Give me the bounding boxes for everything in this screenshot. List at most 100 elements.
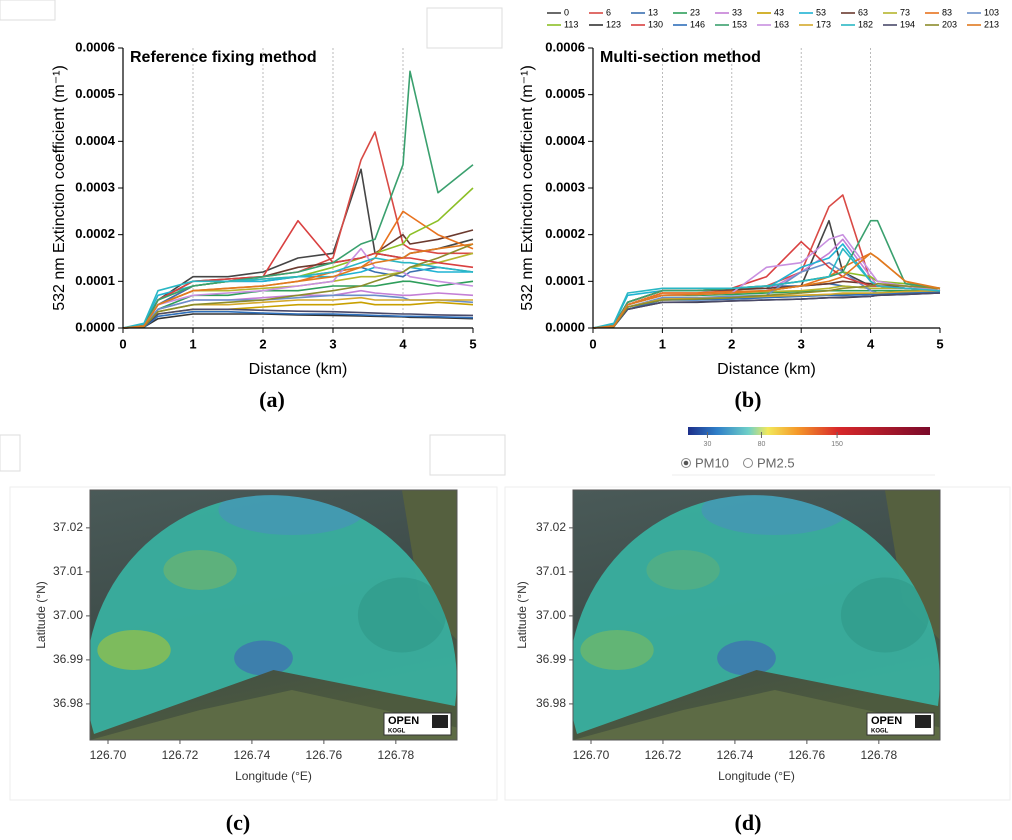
series-line	[592, 219, 941, 329]
series-line	[122, 70, 474, 329]
y-axis-label: Latitude (°N)	[34, 581, 48, 649]
x-tick-label: 126.74	[717, 748, 754, 762]
logo-icon	[432, 715, 448, 728]
y-tick-label: 37.01	[53, 564, 83, 578]
legend-label: 83	[942, 7, 952, 17]
x-tick-label: 1	[189, 336, 196, 351]
legend-label: 33	[732, 7, 742, 17]
x-tick-label: 2	[728, 336, 735, 351]
logo: OPEN	[871, 715, 902, 727]
y-axis-label: 532 nm Extinction coefficient (m⁻¹)	[519, 65, 536, 311]
legend-label: 163	[774, 19, 789, 29]
series-line	[592, 247, 941, 329]
legend-label: 173	[816, 19, 831, 29]
frame-artifact	[0, 434, 21, 472]
x-tick-label: 3	[329, 336, 336, 351]
field-blob	[840, 577, 929, 653]
y-tick-label: 0.0003	[545, 179, 585, 194]
y-tick-label: 0.0000	[75, 319, 115, 334]
x-tick-label: 126.72	[162, 748, 199, 762]
series-line	[122, 289, 474, 329]
x-tick-label: 126.72	[645, 748, 682, 762]
logo-sub: KOGL	[388, 729, 406, 735]
radio-label: PM10	[695, 455, 729, 470]
field-blob	[357, 577, 446, 653]
logo-sub: KOGL	[871, 729, 889, 735]
x-tick-label: 126.74	[234, 748, 271, 762]
y-axis-label: 532 nm Extinction coefficient (m⁻¹)	[51, 65, 68, 311]
chart-title: Reference fixing method	[130, 49, 317, 66]
lidar-field	[573, 495, 940, 734]
radio-label: PM2.5	[757, 455, 795, 470]
legend-label: 113	[564, 19, 578, 29]
series-line	[592, 252, 941, 329]
legend-label: 73	[900, 7, 910, 17]
series-line	[122, 243, 474, 329]
y-tick-label: 0.0002	[75, 226, 115, 241]
colorbar-tick-label: 150	[831, 441, 843, 448]
caption: (b)	[735, 387, 762, 412]
y-tick-label: 0.0004	[75, 133, 116, 148]
y-tick-label: 0.0001	[545, 273, 585, 288]
legend-label: 213	[984, 19, 999, 29]
y-tick-label: 37.02	[536, 520, 566, 534]
legend-label: 43	[774, 7, 784, 17]
colorbar-tick-label: 30	[704, 441, 712, 448]
x-tick-label: 126.70	[573, 748, 610, 762]
x-tick-label: 126.78	[377, 748, 414, 762]
frame-artifact	[429, 434, 506, 476]
x-tick-label: 3	[798, 336, 805, 351]
radio-button[interactable]	[743, 458, 753, 468]
legend-label: 203	[942, 19, 957, 29]
frame-artifact	[0, 0, 56, 21]
colorbar	[688, 427, 930, 435]
series-line	[592, 282, 941, 329]
legend-label: 103	[984, 7, 999, 17]
y-tick-label: 0.0004	[545, 133, 586, 148]
x-tick-label: 4	[399, 336, 407, 351]
x-tick-label: 5	[469, 336, 476, 351]
y-tick-label: 36.99	[53, 652, 83, 666]
x-tick-label: 126.78	[860, 748, 897, 762]
y-tick-label: 36.98	[536, 696, 566, 710]
y-tick-label: 0.0005	[75, 86, 115, 101]
x-axis-label: Distance (km)	[717, 361, 816, 378]
panel-frame	[504, 486, 1011, 801]
map-frame	[89, 489, 458, 741]
land	[401, 490, 457, 640]
land	[573, 690, 940, 740]
land	[90, 690, 457, 740]
x-tick-label: 2	[259, 336, 266, 351]
x-tick-label: 0	[119, 336, 126, 351]
y-tick-label: 37.02	[53, 520, 83, 534]
land	[884, 490, 940, 640]
field-blob	[163, 550, 237, 590]
map-frame	[572, 489, 941, 741]
x-axis-label: Longitude (°E)	[235, 769, 312, 783]
x-tick-label: 126.76	[789, 748, 826, 762]
y-tick-label: 37.00	[53, 608, 83, 622]
series-line	[592, 194, 941, 329]
x-axis-label: Longitude (°E)	[718, 769, 795, 783]
y-tick-label: 0.0000	[545, 319, 585, 334]
y-tick-label: 0.0005	[545, 86, 585, 101]
legend-label: 182	[858, 19, 873, 29]
x-axis-label: Distance (km)	[249, 361, 348, 378]
logo-icon	[915, 715, 931, 728]
legend-label: 6	[606, 7, 611, 17]
series-line	[122, 257, 474, 329]
series-line	[122, 308, 474, 329]
x-tick-label: 126.70	[90, 748, 127, 762]
legend-label: 123	[606, 19, 621, 29]
field-blob	[97, 630, 171, 670]
series-line	[122, 313, 474, 329]
y-tick-label: 0.0006	[545, 39, 585, 54]
y-tick-label: 0.0002	[545, 226, 585, 241]
frame-artifact	[426, 7, 503, 49]
y-tick-label: 36.99	[536, 652, 566, 666]
caption: (d)	[735, 810, 762, 835]
series-line	[592, 219, 941, 329]
chart-title: Multi-section method	[600, 49, 761, 66]
colorbar-tick-label: 80	[758, 441, 766, 448]
